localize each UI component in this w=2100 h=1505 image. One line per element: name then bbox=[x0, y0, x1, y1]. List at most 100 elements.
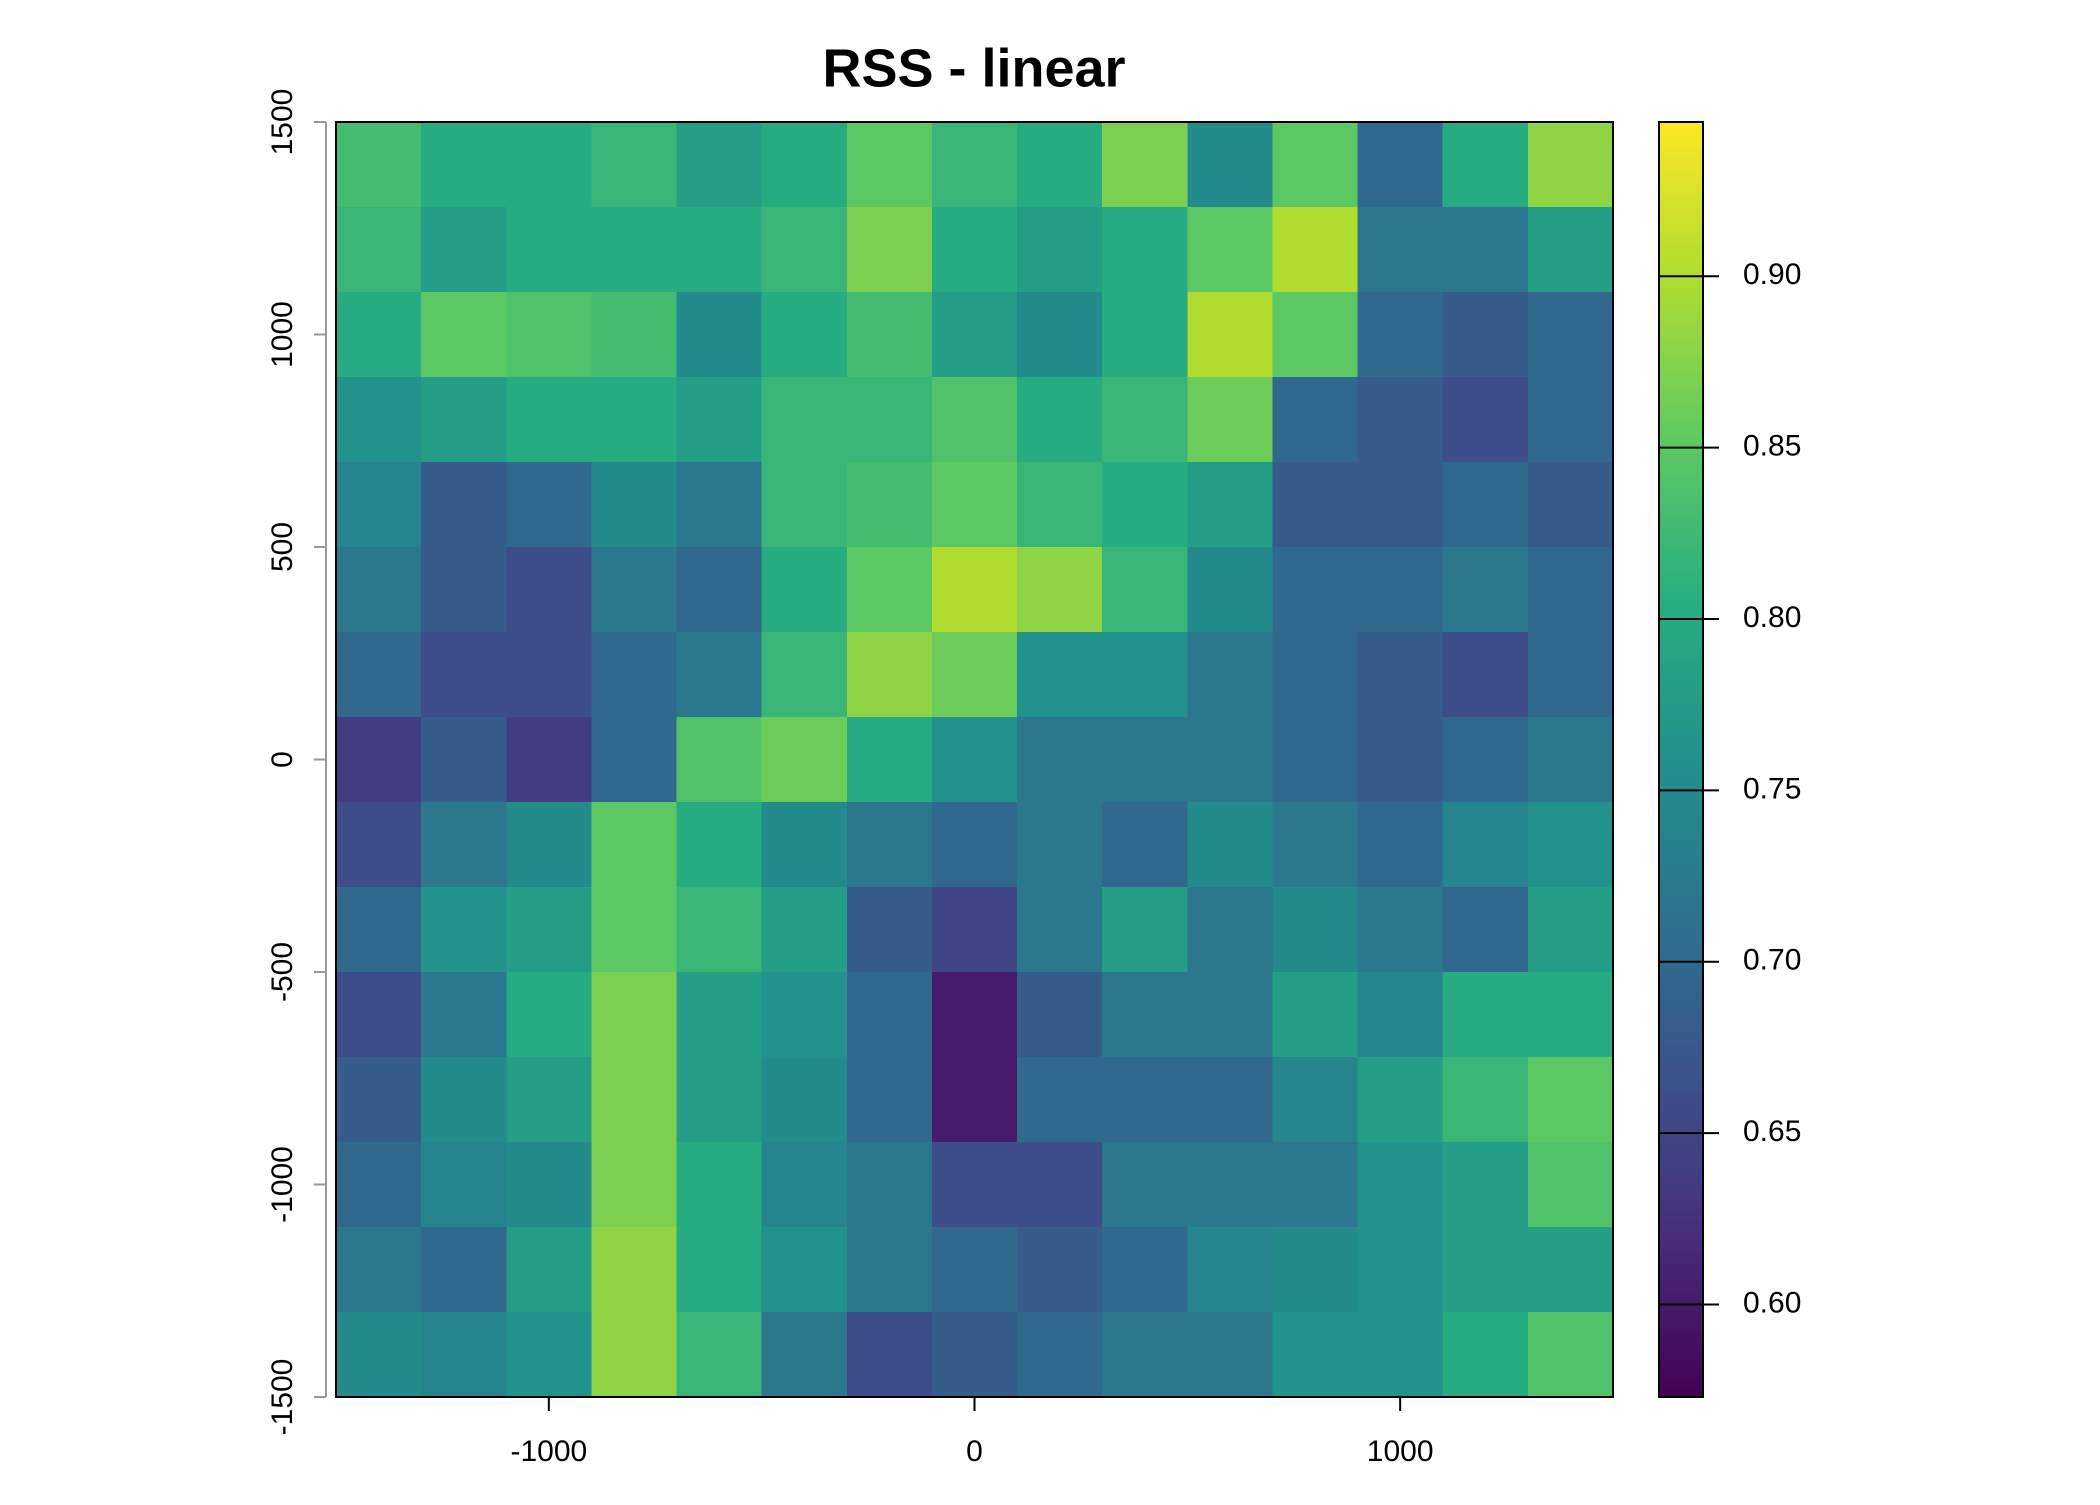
raster-cell bbox=[421, 1227, 507, 1313]
raster-cell bbox=[846, 292, 933, 378]
raster-cell bbox=[676, 377, 763, 463]
raster-cell bbox=[846, 122, 933, 208]
raster-cell bbox=[336, 207, 422, 293]
raster-cell bbox=[1017, 1057, 1103, 1143]
raster-cell bbox=[336, 802, 422, 888]
raster-cell bbox=[591, 462, 678, 548]
raster-cell bbox=[506, 207, 592, 293]
raster-cell bbox=[1102, 1057, 1188, 1143]
raster-cell bbox=[1187, 377, 1274, 463]
raster-cell bbox=[336, 547, 422, 633]
raster-cell bbox=[421, 377, 507, 463]
raster-cell bbox=[1272, 1057, 1359, 1143]
raster-cell bbox=[1017, 717, 1103, 803]
raster-cell bbox=[506, 802, 592, 888]
raster-cell bbox=[931, 547, 1018, 633]
raster-cell bbox=[506, 462, 592, 548]
raster-cell bbox=[1102, 207, 1188, 293]
raster-cell bbox=[506, 122, 592, 208]
raster-cell bbox=[1527, 972, 1614, 1058]
raster-cell bbox=[1017, 1312, 1103, 1398]
raster-cell bbox=[1272, 547, 1359, 633]
raster-cell bbox=[931, 1312, 1018, 1398]
raster-cell bbox=[1187, 1227, 1274, 1313]
raster-cell bbox=[336, 1057, 422, 1143]
raster-cell bbox=[591, 1227, 678, 1313]
raster-cell bbox=[1272, 1142, 1359, 1228]
raster-cell bbox=[336, 1142, 422, 1228]
raster-cell bbox=[591, 632, 678, 718]
raster-cell bbox=[1527, 547, 1614, 633]
raster-cell bbox=[1187, 292, 1274, 378]
raster-cell bbox=[1017, 547, 1103, 633]
raster-cell bbox=[421, 1057, 507, 1143]
raster-cell bbox=[421, 717, 507, 803]
raster-cell bbox=[1187, 632, 1274, 718]
raster-cell bbox=[336, 632, 422, 718]
raster-cell bbox=[846, 1057, 933, 1143]
raster-cell bbox=[1527, 292, 1614, 378]
raster-cell bbox=[1102, 377, 1188, 463]
y-tick-label: 0 bbox=[266, 751, 299, 768]
raster-cell bbox=[761, 717, 848, 803]
raster-cell bbox=[1272, 1312, 1359, 1398]
raster-cell bbox=[506, 717, 592, 803]
raster-cell bbox=[931, 292, 1018, 378]
raster-cell bbox=[1017, 292, 1103, 378]
raster-cell bbox=[1357, 1227, 1444, 1313]
raster-cell bbox=[846, 1142, 933, 1228]
raster-cell bbox=[846, 207, 933, 293]
raster-cell bbox=[676, 802, 763, 888]
raster-cell bbox=[1102, 632, 1188, 718]
raster-cell bbox=[931, 802, 1018, 888]
raster-cell bbox=[1442, 292, 1529, 378]
raster-cell bbox=[676, 1142, 763, 1228]
raster-cell bbox=[336, 717, 422, 803]
raster-cell bbox=[1527, 1227, 1614, 1313]
raster-cell bbox=[1017, 377, 1103, 463]
raster-cell bbox=[1272, 122, 1359, 208]
raster-cell bbox=[1102, 717, 1188, 803]
raster-cell bbox=[1527, 377, 1614, 463]
raster-cell bbox=[506, 1312, 592, 1398]
raster-cell bbox=[1442, 1142, 1529, 1228]
raster-cell bbox=[1187, 972, 1274, 1058]
raster-cell bbox=[1442, 462, 1529, 548]
raster-cell bbox=[676, 1057, 763, 1143]
raster-cell bbox=[1102, 292, 1188, 378]
raster-cell bbox=[1187, 122, 1274, 208]
raster-cell bbox=[761, 462, 848, 548]
raster-cell bbox=[421, 802, 507, 888]
raster-cell bbox=[1357, 1057, 1444, 1143]
raster-cell bbox=[1187, 802, 1274, 888]
raster-cell bbox=[931, 717, 1018, 803]
raster-cell bbox=[591, 122, 678, 208]
raster-cell bbox=[1017, 972, 1103, 1058]
raster-cell bbox=[846, 1227, 933, 1313]
raster-cell bbox=[1272, 972, 1359, 1058]
raster-cell bbox=[1272, 802, 1359, 888]
raster-cell bbox=[761, 1057, 848, 1143]
raster-cell bbox=[1527, 122, 1614, 208]
raster-cell bbox=[846, 887, 933, 973]
raster-cell bbox=[1527, 802, 1614, 888]
raster-cell bbox=[1442, 972, 1529, 1058]
raster-cell bbox=[761, 1142, 848, 1228]
raster-cell bbox=[421, 207, 507, 293]
raster-cell bbox=[676, 1312, 763, 1398]
raster-cell bbox=[421, 632, 507, 718]
raster-cell bbox=[1272, 632, 1359, 718]
raster-cell bbox=[421, 292, 507, 378]
raster-cell bbox=[1442, 1057, 1529, 1143]
raster-cell bbox=[931, 1142, 1018, 1228]
raster-cell bbox=[1272, 377, 1359, 463]
raster-cell bbox=[1272, 1227, 1359, 1313]
raster-cell bbox=[336, 377, 422, 463]
raster-cell bbox=[1527, 1057, 1614, 1143]
raster-cell bbox=[846, 1312, 933, 1398]
raster-cell bbox=[1272, 462, 1359, 548]
raster-cell bbox=[761, 377, 848, 463]
raster-cell bbox=[1357, 802, 1444, 888]
y-tick-label: -500 bbox=[266, 942, 299, 1002]
